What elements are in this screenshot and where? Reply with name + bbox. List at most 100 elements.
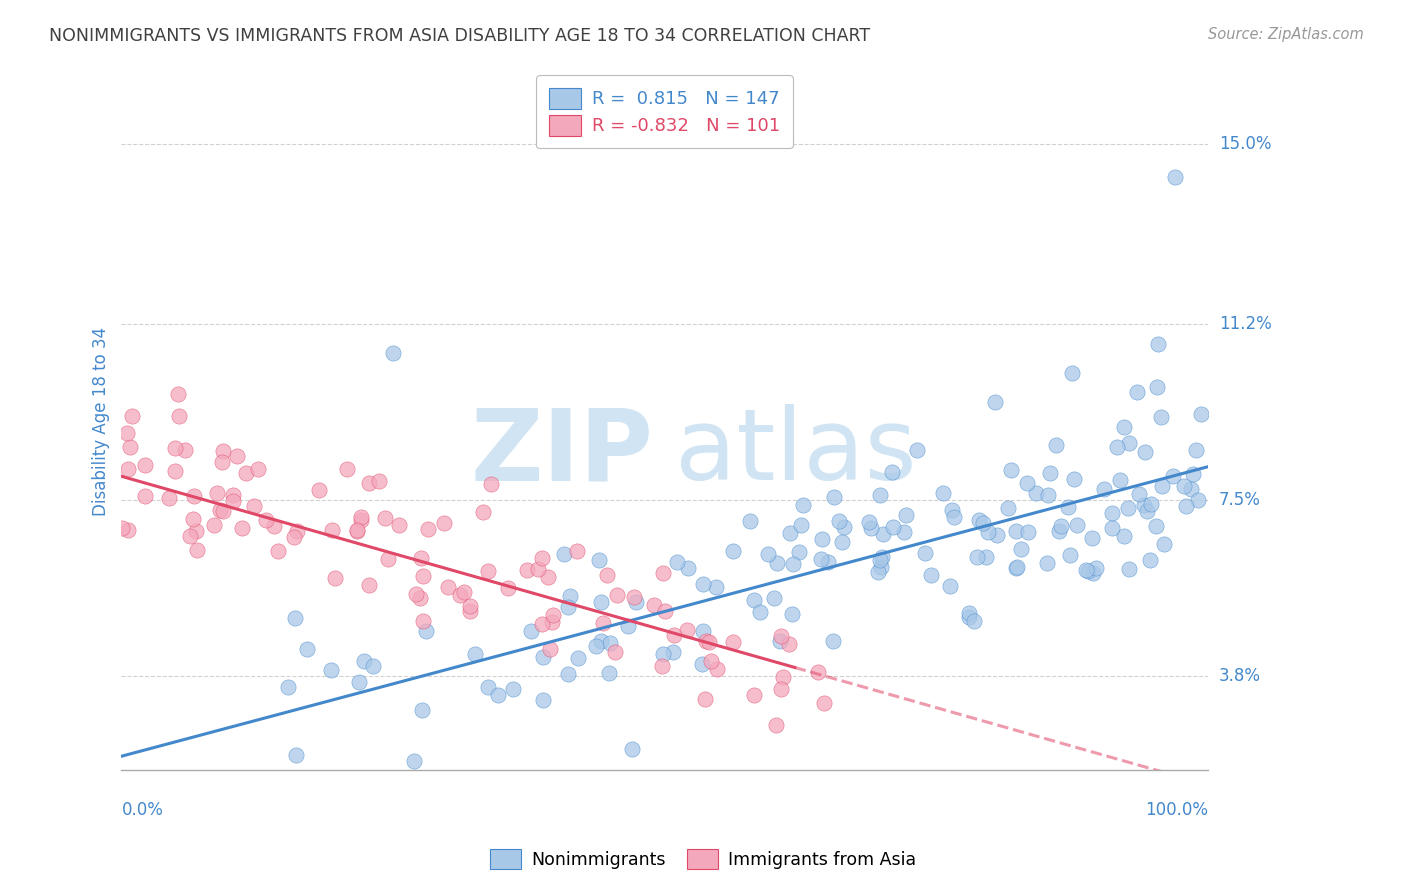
Point <box>163 442 186 456</box>
Point <box>167 409 190 424</box>
Point <box>531 550 554 565</box>
Point <box>997 501 1019 516</box>
Point <box>651 658 673 673</box>
Point <box>111 520 134 534</box>
Point <box>1136 504 1159 518</box>
Point <box>222 493 245 508</box>
Point <box>243 499 266 513</box>
Point <box>208 503 231 517</box>
Point <box>498 581 520 595</box>
Point <box>589 633 612 648</box>
Point <box>285 524 308 538</box>
Point <box>567 651 589 665</box>
Point <box>115 425 138 440</box>
Point <box>869 488 891 502</box>
Point <box>984 395 1007 409</box>
Point <box>134 489 156 503</box>
Point <box>700 654 723 668</box>
Point <box>858 516 880 530</box>
Point <box>870 559 893 574</box>
Point <box>790 517 813 532</box>
Point <box>662 645 685 659</box>
Point <box>557 666 579 681</box>
Point <box>652 647 675 661</box>
Point <box>186 543 208 558</box>
Point <box>624 595 647 609</box>
Point <box>810 533 832 547</box>
Text: atlas: atlas <box>675 404 917 501</box>
Point <box>893 525 915 540</box>
Point <box>412 569 434 583</box>
Point <box>957 610 980 624</box>
Point <box>585 640 607 654</box>
Point <box>553 547 575 561</box>
Point <box>1063 472 1085 486</box>
Text: 100.0%: 100.0% <box>1144 801 1208 819</box>
Point <box>787 544 810 558</box>
Point <box>266 543 288 558</box>
Point <box>666 555 689 569</box>
Point <box>1181 467 1204 482</box>
Point <box>1184 442 1206 457</box>
Point <box>1074 563 1097 577</box>
Point <box>222 488 245 502</box>
Point <box>1109 474 1132 488</box>
Point <box>479 476 502 491</box>
Point <box>526 562 548 576</box>
Point <box>377 552 399 566</box>
Point <box>1010 542 1032 557</box>
Point <box>1144 519 1167 533</box>
Point <box>831 535 853 549</box>
Point <box>1150 478 1173 492</box>
Point <box>1189 407 1212 421</box>
Point <box>357 476 380 491</box>
Point <box>810 552 832 566</box>
Point <box>942 510 965 524</box>
Point <box>662 628 685 642</box>
Point <box>458 599 481 613</box>
Point <box>346 523 368 537</box>
Point <box>254 513 277 527</box>
Text: 0.0%: 0.0% <box>121 801 163 819</box>
Point <box>1081 566 1104 580</box>
Point <box>295 642 318 657</box>
Point <box>231 520 253 534</box>
Point <box>1015 475 1038 490</box>
Point <box>530 616 553 631</box>
Legend: Nonimmigrants, Immigrants from Asia: Nonimmigrants, Immigrants from Asia <box>482 842 924 876</box>
Point <box>1101 521 1123 535</box>
Point <box>319 663 342 677</box>
Point <box>1139 553 1161 567</box>
Point <box>678 560 700 574</box>
Point <box>1060 366 1083 380</box>
Point <box>181 512 204 526</box>
Point <box>373 510 395 524</box>
Point <box>477 680 499 694</box>
Point <box>939 578 962 592</box>
Point <box>823 634 845 648</box>
Point <box>588 553 610 567</box>
Point <box>453 585 475 599</box>
Point <box>1025 486 1047 500</box>
Point <box>167 386 190 401</box>
Point <box>538 642 561 657</box>
Point <box>1077 564 1099 578</box>
Point <box>868 565 890 579</box>
Point <box>972 516 994 531</box>
Point <box>212 504 235 518</box>
Point <box>692 624 714 638</box>
Point <box>1004 561 1026 575</box>
Point <box>772 670 794 684</box>
Point <box>1126 385 1149 400</box>
Point <box>1092 483 1115 497</box>
Point <box>533 649 555 664</box>
Point <box>748 605 770 619</box>
Point <box>174 442 197 457</box>
Text: NONIMMIGRANTS VS IMMIGRANTS FROM ASIA DISABILITY AGE 18 TO 34 CORRELATION CHART: NONIMMIGRANTS VS IMMIGRANTS FROM ASIA DI… <box>49 27 870 45</box>
Point <box>765 717 787 731</box>
Point <box>361 659 384 673</box>
Point <box>762 591 785 606</box>
Point <box>179 529 201 543</box>
Point <box>1180 482 1202 496</box>
Point <box>756 547 779 561</box>
